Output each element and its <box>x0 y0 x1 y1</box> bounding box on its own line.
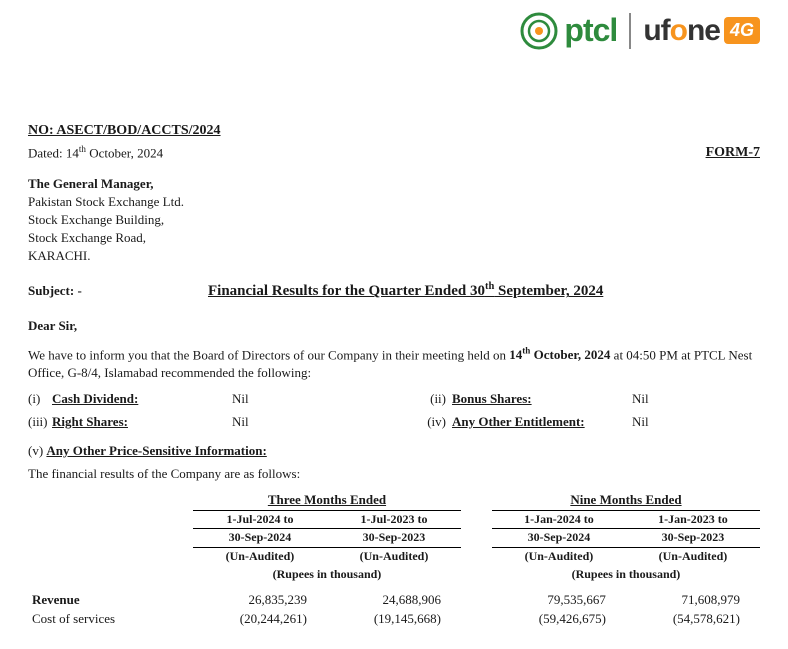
cell: 26,835,239 <box>193 591 327 610</box>
item-iii-label: Right Shares: <box>52 414 232 431</box>
period-3m-header: Three Months Ended <box>193 491 461 510</box>
item-iii-roman: (iii) <box>28 414 52 431</box>
logo-divider <box>629 13 631 49</box>
row-label-revenue: Revenue <box>28 591 193 610</box>
col2-line1: 1-Jul-2023 to <box>327 510 461 529</box>
item-iv-label: Any Other Entitlement: <box>452 414 632 431</box>
cell: (19,145,668) <box>327 610 461 629</box>
item-iv-value: Nil <box>632 414 702 431</box>
address-line-1: The General Manager, <box>28 176 760 193</box>
col4-line1: 1-Jan-2023 to <box>626 510 760 529</box>
intro-paragraph: We have to inform you that the Board of … <box>28 345 760 381</box>
col3-audit: (Un-Audited) <box>492 547 626 565</box>
entitlements-grid: (i) Cash Dividend: Nil (ii) Bonus Shares… <box>28 391 760 431</box>
period-9m-header: Nine Months Ended <box>492 491 760 510</box>
item-i-label: Cash Dividend: <box>52 391 232 408</box>
logo-row: ptcl ufone 4G <box>28 10 760 52</box>
col4-line2: 30-Sep-2023 <box>626 529 760 548</box>
dated-line: Dated: 14th October, 2024 <box>28 144 221 162</box>
col2-audit: (Un-Audited) <box>327 547 461 565</box>
reference-row: NO: ASECT/BOD/ACCTS/2024 Dated: 14th Oct… <box>28 122 760 176</box>
cell: 71,608,979 <box>626 591 760 610</box>
cell: 24,688,906 <box>327 591 461 610</box>
unit-9m: (Rupees in thousand) <box>492 566 760 584</box>
col4-audit: (Un-Audited) <box>626 547 760 565</box>
item-v: (v) Any Other Price-Sensitive Informatio… <box>28 443 760 460</box>
item-ii-value: Nil <box>632 391 702 408</box>
address-line-2: Pakistan Stock Exchange Ltd. <box>28 194 760 211</box>
reference-number: NO: ASECT/BOD/ACCTS/2024 <box>28 122 221 140</box>
recipient-address: The General Manager, Pakistan Stock Exch… <box>28 176 760 264</box>
salutation: Dear Sir, <box>28 318 760 335</box>
col3-line2: 30-Sep-2024 <box>492 529 626 548</box>
form-label: FORM-7 <box>706 144 760 162</box>
followup-text: The financial results of the Company are… <box>28 466 760 483</box>
item-ii-label: Bonus Shares: <box>452 391 632 408</box>
col3-line1: 1-Jan-2024 to <box>492 510 626 529</box>
financial-results-table: Three Months Ended Nine Months Ended 1-J… <box>28 491 760 629</box>
item-v-label: Any Other Price-Sensitive Information: <box>46 443 266 458</box>
item-i-value: Nil <box>232 391 382 408</box>
cell: (20,244,261) <box>193 610 327 629</box>
cell: (59,426,675) <box>492 610 626 629</box>
cell: 79,535,667 <box>492 591 626 610</box>
ufone-logo-text: ufone <box>643 11 720 50</box>
address-line-4: Stock Exchange Road, <box>28 230 760 247</box>
subject-text: Financial Results for the Quarter Ended … <box>208 280 603 302</box>
table-row: Revenue 26,835,239 24,688,906 79,535,667… <box>28 591 760 610</box>
row-label-cost: Cost of services <box>28 610 193 629</box>
cell: (54,578,621) <box>626 610 760 629</box>
subject-row: Subject: - Financial Results for the Qua… <box>28 280 760 302</box>
unit-3m: (Rupees in thousand) <box>193 566 461 584</box>
col1-line2: 30-Sep-2024 <box>193 529 327 548</box>
item-iii-value: Nil <box>232 414 382 431</box>
col1-line1: 1-Jul-2024 to <box>193 510 327 529</box>
address-line-3: Stock Exchange Building, <box>28 212 760 229</box>
item-iv-roman: (iv) <box>422 414 452 431</box>
badge-4g: 4G <box>724 17 760 44</box>
col1-audit: (Un-Audited) <box>193 547 327 565</box>
address-line-5: KARACHI. <box>28 248 760 265</box>
col2-line2: 30-Sep-2023 <box>327 529 461 548</box>
ptcl-logo-text: ptcl <box>564 10 617 52</box>
ptcl-logo-icon <box>520 12 558 50</box>
item-i-roman: (i) <box>28 391 52 408</box>
item-ii-roman: (ii) <box>422 391 452 408</box>
subject-label: Subject: - <box>28 283 148 300</box>
table-row: Cost of services (20,244,261) (19,145,66… <box>28 610 760 629</box>
